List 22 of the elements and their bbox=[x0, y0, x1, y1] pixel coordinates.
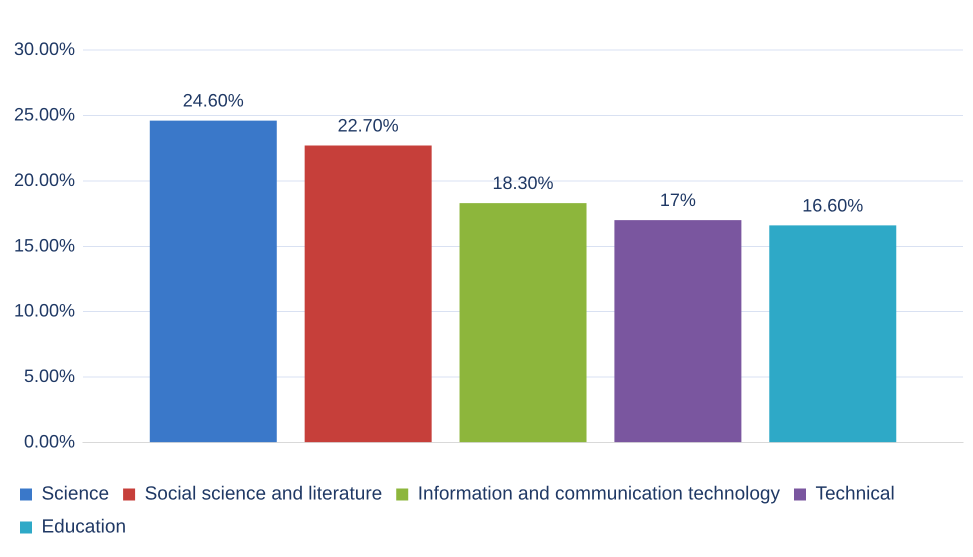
y-tick-label: 5.00% bbox=[24, 366, 76, 386]
data-label: 22.70% bbox=[338, 116, 399, 136]
y-tick-label: 25.00% bbox=[14, 104, 76, 124]
data-label: 24.60% bbox=[182, 90, 244, 111]
data-label: 16.60% bbox=[802, 195, 864, 216]
legend-label: Education bbox=[42, 516, 126, 538]
legend-label: Information and communication technology bbox=[418, 484, 780, 505]
bar bbox=[150, 120, 277, 442]
bar bbox=[304, 146, 432, 442]
data-label: 17% bbox=[660, 190, 696, 210]
y-tick-label: 0.00% bbox=[24, 432, 76, 452]
bar bbox=[460, 203, 587, 442]
data-label: 18.30% bbox=[492, 173, 554, 194]
y-tick-label: 15.00% bbox=[14, 235, 76, 256]
legend-label: Science bbox=[42, 484, 110, 505]
y-tick-label: 30.00% bbox=[14, 38, 76, 59]
legend-label: Technical bbox=[815, 484, 895, 505]
y-tick-label: 20.00% bbox=[14, 170, 76, 190]
y-tick-label: 10.00% bbox=[14, 300, 76, 321]
legend-label: Social science and literature bbox=[144, 484, 382, 505]
bar bbox=[614, 220, 742, 442]
bar bbox=[769, 225, 896, 442]
